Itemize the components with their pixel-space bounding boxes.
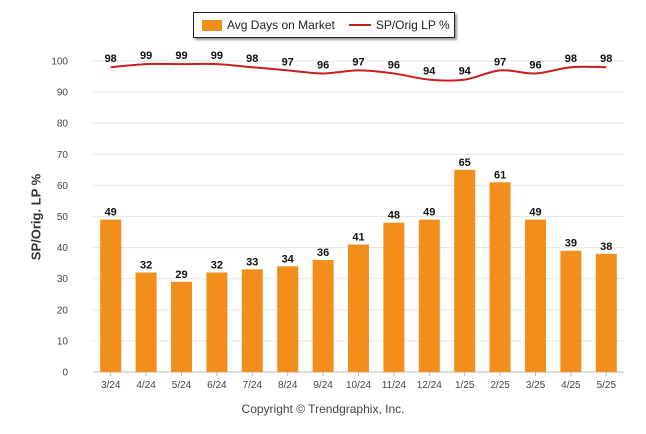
x-tick-label: 4/25	[561, 380, 581, 391]
bar[interactable]	[277, 266, 299, 372]
bar[interactable]	[489, 182, 511, 372]
y-tick-label: 100	[51, 57, 68, 68]
x-tick-label: 6/24	[207, 380, 227, 391]
bar[interactable]	[312, 260, 334, 372]
y-tick-label: 90	[57, 88, 69, 99]
x-tick-label: 10/24	[346, 380, 371, 391]
x-tick-label: 12/24	[417, 380, 442, 391]
bar-value-label: 61	[494, 169, 506, 181]
bar[interactable]	[100, 219, 122, 372]
y-tick-label: 0	[62, 368, 68, 379]
line-value-label: 98	[246, 53, 258, 65]
line-value-label: 97	[282, 56, 294, 68]
x-tick-label: 7/24	[243, 380, 263, 391]
bar-value-label: 49	[529, 207, 541, 219]
line-value-label: 96	[388, 59, 400, 71]
line-value-label: 96	[529, 59, 541, 71]
legend-item-line[interactable]: SP/Orig LP %	[343, 18, 450, 32]
line-swatch-icon	[348, 24, 371, 26]
line-data-labels: 98 99 99 99 98 97 96 97 96 94 94 97 96 98 98	[105, 50, 613, 78]
bar-value-label: 49	[423, 207, 435, 219]
line-value-label: 99	[211, 50, 223, 62]
y-tick-label: 60	[57, 181, 69, 192]
x-tick-labels: 3/24 4/24 5/24 6/24 7/24 8/24 9/24 10/24 11/24 12…	[101, 372, 617, 391]
bar[interactable]	[560, 250, 582, 372]
bar[interactable]	[454, 169, 476, 372]
bar-series	[100, 169, 617, 372]
x-tick-label: 9/24	[313, 380, 333, 391]
x-tick-label: 5/25	[597, 380, 617, 391]
legend-item-bar[interactable]: Avg Days on Market	[202, 18, 335, 32]
legend-line-label: SP/Orig LP %	[375, 18, 450, 32]
y-tick-label: 20	[57, 305, 69, 316]
y-tick-label: 70	[57, 150, 69, 161]
line-value-label: 97	[494, 56, 506, 68]
x-tick-label: 5/24	[172, 380, 192, 391]
legend: Avg Days on Market SP/Orig LP %	[193, 12, 455, 38]
y-tick-label: 10	[57, 336, 69, 347]
bar[interactable]	[595, 253, 617, 372]
x-tick-label: 8/24	[278, 380, 298, 391]
bar-value-label: 65	[459, 157, 471, 169]
bar-value-label: 34	[282, 253, 295, 265]
line-value-label: 99	[140, 50, 152, 62]
bar[interactable]	[348, 244, 369, 372]
bar-value-label: 33	[246, 256, 258, 268]
bar[interactable]	[383, 222, 405, 372]
line-value-label: 97	[352, 56, 364, 68]
bar[interactable]	[241, 269, 263, 372]
line-value-label: 94	[423, 66, 436, 78]
line-value-label: 98	[565, 53, 577, 65]
y-axis-title: SP/Orig. LP %	[28, 173, 44, 261]
bar-value-label: 48	[388, 210, 400, 222]
y-tick-labels: 0 10 20 30 40 50 60 70 80 90 100	[51, 57, 68, 379]
bar[interactable]	[171, 281, 192, 372]
bar-swatch-icon	[202, 19, 222, 31]
bar-value-label: 41	[352, 231, 364, 243]
bar-value-label: 39	[565, 238, 577, 250]
legend-bar-label: Avg Days on Market	[227, 18, 335, 32]
bar-value-label: 32	[140, 259, 152, 271]
x-tick-label: 2/25	[490, 380, 510, 391]
x-tick-label: 3/24	[101, 380, 121, 391]
x-tick-label: 4/24	[136, 380, 156, 391]
bar[interactable]	[135, 272, 157, 372]
x-tick-label: 3/25	[526, 380, 546, 391]
y-tick-label: 80	[57, 119, 69, 130]
copyright-text: Copyright © Trendgraphix, Inc.	[241, 402, 405, 416]
bar[interactable]	[525, 219, 546, 372]
bar-data-labels: 49 32 29 32 33 34 36 41 48 49 65 61 49 39 38	[105, 157, 613, 281]
x-tick-label: 1/25	[455, 380, 475, 391]
line-value-label: 96	[317, 59, 329, 71]
y-tick-label: 50	[57, 212, 69, 223]
bar-value-label: 36	[317, 247, 329, 259]
line-value-label: 98	[600, 53, 612, 65]
line-series	[110, 62, 607, 82]
line-value-label: 98	[105, 53, 117, 65]
y-tick-label: 30	[57, 274, 69, 285]
bar-value-label: 49	[105, 207, 117, 219]
bar[interactable]	[418, 219, 440, 372]
y-tick-label: 40	[57, 243, 69, 254]
line-value-label: 99	[175, 50, 187, 62]
bar[interactable]	[206, 272, 228, 372]
bar-value-label: 29	[175, 269, 187, 281]
bar-value-label: 32	[211, 259, 223, 271]
line-value-label: 94	[459, 66, 472, 78]
bar-value-label: 38	[600, 241, 612, 253]
x-tick-label: 11/24	[382, 380, 407, 391]
